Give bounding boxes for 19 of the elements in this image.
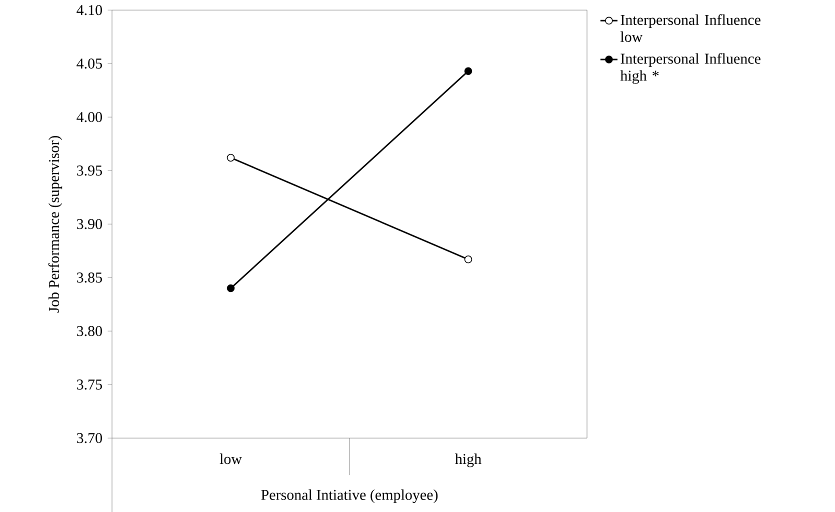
y-tick-label: 3.90 <box>77 218 102 230</box>
y-axis-title: Job Performance (supervisor) <box>48 136 62 312</box>
y-tick-label: 3.80 <box>77 326 102 336</box>
y-tick-label: 3.95 <box>77 165 102 176</box>
y-tick-label: 3.75 <box>77 379 102 390</box>
point <box>464 255 472 264</box>
point <box>226 154 235 162</box>
x-axis-title: Personal Intiative (employee) <box>261 489 438 503</box>
legend-label: Interpersonal Influence high * <box>620 52 760 84</box>
x-tick-label: high <box>455 453 482 468</box>
point <box>226 284 235 292</box>
y-tick-label: 4.10 <box>76 4 102 16</box>
y-tick-label: 3.85 <box>77 272 102 283</box>
point <box>464 67 472 75</box>
y-tick-label: 4.00 <box>76 112 102 122</box>
x-tick-label: low <box>220 453 242 464</box>
y-tick-label: 4.05 <box>76 58 102 69</box>
legend-label: Interpersonal Influence low <box>620 14 760 42</box>
y-tick-label: 3.70 <box>77 432 102 444</box>
